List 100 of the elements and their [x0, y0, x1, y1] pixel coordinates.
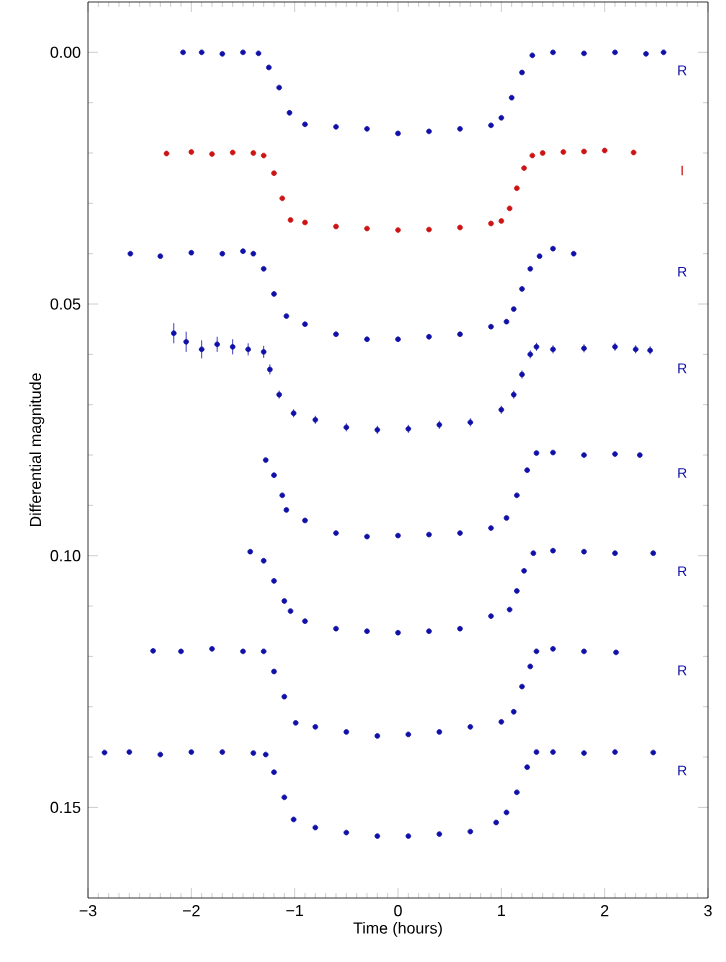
point — [250, 250, 257, 257]
point — [612, 451, 618, 457]
point — [519, 683, 525, 690]
point — [527, 663, 534, 670]
point — [550, 49, 556, 56]
point — [374, 733, 381, 739]
point — [271, 291, 277, 297]
point — [524, 467, 530, 473]
point — [519, 286, 525, 292]
point — [250, 750, 257, 756]
point — [266, 64, 272, 71]
point — [436, 831, 443, 837]
point — [364, 533, 370, 540]
point — [157, 751, 164, 758]
point — [333, 625, 339, 632]
point — [457, 530, 463, 536]
point — [229, 344, 236, 350]
point — [333, 223, 339, 230]
point — [250, 150, 257, 156]
point — [219, 51, 226, 57]
point — [493, 819, 499, 826]
point — [550, 547, 556, 554]
point — [581, 50, 587, 57]
point — [581, 148, 587, 155]
point — [524, 764, 530, 770]
point — [510, 708, 517, 715]
point — [209, 646, 215, 652]
point — [312, 824, 319, 831]
point — [519, 69, 525, 76]
point — [405, 731, 412, 738]
point — [281, 598, 288, 604]
point — [188, 249, 195, 256]
point — [255, 50, 262, 57]
point — [467, 724, 474, 730]
point — [630, 149, 637, 156]
point — [498, 114, 505, 121]
point — [333, 530, 339, 536]
point — [426, 226, 432, 233]
point — [503, 318, 510, 325]
point — [533, 648, 540, 655]
point — [660, 49, 667, 56]
point — [637, 452, 643, 458]
point — [550, 449, 556, 456]
point — [180, 49, 186, 56]
point — [395, 532, 401, 539]
point — [533, 450, 540, 456]
point — [229, 149, 236, 156]
point — [170, 330, 177, 337]
point — [302, 517, 308, 524]
point — [550, 646, 556, 652]
point — [613, 649, 619, 656]
point — [178, 648, 184, 655]
point — [560, 149, 567, 155]
point — [343, 829, 350, 836]
point — [581, 452, 587, 458]
point — [283, 313, 290, 319]
point — [643, 51, 649, 57]
point — [343, 729, 350, 735]
point — [260, 648, 267, 655]
point — [650, 550, 657, 556]
point — [219, 250, 226, 257]
point — [364, 336, 370, 343]
point — [333, 124, 339, 130]
point — [514, 588, 520, 594]
point — [262, 457, 269, 463]
point — [126, 749, 133, 755]
point — [292, 720, 299, 726]
point — [374, 833, 381, 839]
point — [209, 151, 215, 157]
point — [510, 306, 517, 312]
point — [302, 618, 308, 624]
point — [240, 648, 246, 655]
point — [198, 346, 205, 353]
point — [514, 492, 520, 499]
point — [279, 195, 286, 202]
point — [276, 84, 282, 91]
point — [539, 150, 546, 156]
point — [436, 729, 443, 735]
point — [426, 531, 432, 538]
point — [290, 816, 297, 823]
point — [457, 331, 463, 338]
point — [503, 515, 510, 521]
point — [240, 248, 246, 254]
point — [157, 253, 164, 259]
point — [426, 628, 432, 634]
point — [601, 147, 608, 154]
point — [550, 749, 556, 755]
point — [302, 321, 308, 327]
point — [533, 749, 540, 755]
point — [395, 227, 401, 233]
point — [488, 323, 494, 330]
point — [271, 578, 277, 584]
point — [498, 218, 505, 224]
point — [581, 750, 587, 756]
point — [508, 94, 515, 101]
point — [457, 625, 463, 632]
point — [457, 224, 463, 231]
point — [279, 492, 286, 499]
point — [650, 749, 657, 756]
point — [271, 769, 277, 775]
